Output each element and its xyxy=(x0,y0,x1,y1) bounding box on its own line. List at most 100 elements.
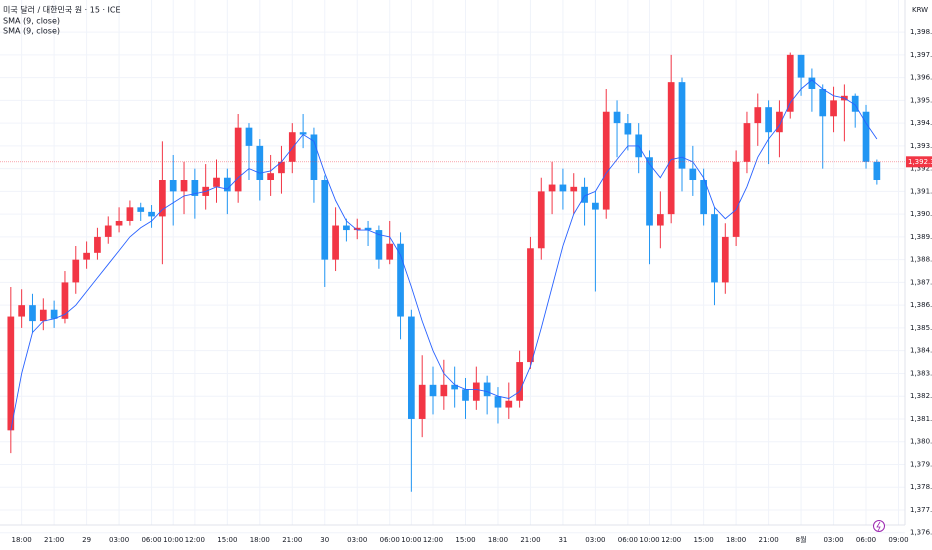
candle-body xyxy=(29,305,36,322)
x-tick-label: 09:00 xyxy=(888,536,908,544)
candle-body xyxy=(516,362,523,401)
candle-body xyxy=(440,384,448,397)
x-tick-label: 10:00 xyxy=(639,536,659,544)
y-tick-label: 1,385.00 xyxy=(910,324,932,332)
candle-body xyxy=(786,54,794,112)
x-tick-label: 06:00 xyxy=(856,536,876,544)
candle-body xyxy=(299,132,307,135)
x-tick-label: 18:00 xyxy=(250,536,270,544)
candle-body xyxy=(830,100,837,117)
candle-body xyxy=(743,123,751,162)
candle-body xyxy=(732,161,740,237)
x-tick-label: 12:00 xyxy=(661,536,681,544)
candle-body xyxy=(223,177,231,192)
candle-body xyxy=(711,214,718,283)
y-tick-label: 1,392.00 xyxy=(910,165,932,173)
y-tick-label: 1,376.00 xyxy=(910,529,932,537)
currency-label: KRW xyxy=(912,6,928,14)
candle-body xyxy=(234,127,242,192)
y-tick-label: 1,389.00 xyxy=(910,233,932,241)
candle-body xyxy=(321,180,329,260)
candle-body xyxy=(862,111,870,162)
event-icon[interactable] xyxy=(873,520,885,532)
x-tick-label: 18:00 xyxy=(488,536,508,544)
candle-body xyxy=(72,259,80,283)
candle-body xyxy=(656,214,664,226)
candle-body xyxy=(267,173,274,181)
candle-body xyxy=(483,382,491,397)
candle-body xyxy=(364,227,372,231)
x-tick-label: 15:00 xyxy=(455,536,475,544)
x-tick-label: 29 xyxy=(82,536,91,544)
candle-body xyxy=(94,236,101,253)
candle-body xyxy=(765,107,772,133)
x-tick-label: 30 xyxy=(320,536,329,544)
y-tick-label: 1,390.00 xyxy=(910,210,932,218)
candle-body xyxy=(418,384,426,419)
y-tick-label: 1,394.00 xyxy=(910,119,932,127)
candle-body xyxy=(721,236,729,283)
candle-body xyxy=(169,180,177,192)
candle-body xyxy=(797,54,805,78)
candle-body xyxy=(83,252,90,260)
candle-body xyxy=(159,180,166,217)
x-tick-label: 03:00 xyxy=(109,536,129,544)
y-tick-label: 1,386.00 xyxy=(910,301,932,309)
candle-body xyxy=(851,95,859,112)
x-tick-label: 15:00 xyxy=(217,536,237,544)
candle-body xyxy=(527,248,534,363)
candle-body xyxy=(7,316,15,431)
x-tick-label: 10:00 xyxy=(401,536,421,544)
y-tick-label: 1,397.00 xyxy=(910,51,932,59)
candle-body xyxy=(343,225,350,231)
x-tick-label: 31 xyxy=(558,536,567,544)
candle-body xyxy=(256,145,264,181)
y-tick-label: 1,382.00 xyxy=(910,392,932,400)
candle-body xyxy=(624,123,632,135)
indicator-label: SMA (9, close) xyxy=(3,17,60,26)
x-tick-label: 03:00 xyxy=(347,536,367,544)
candle-body xyxy=(592,202,599,210)
y-tick-label: 1,383.00 xyxy=(910,369,932,377)
x-tick-label: 15:00 xyxy=(694,536,714,544)
candle-body xyxy=(386,243,394,260)
candle-body xyxy=(353,227,361,231)
candle-body xyxy=(310,134,318,181)
y-tick-label: 1,393.00 xyxy=(910,142,932,150)
y-tick-label: 1,395.00 xyxy=(910,96,932,104)
candle-body xyxy=(148,211,155,217)
candle-body xyxy=(808,77,816,89)
candle-body xyxy=(494,396,502,408)
candle-body xyxy=(137,207,145,212)
candle-body xyxy=(646,157,653,226)
candle-body xyxy=(819,88,827,117)
candle-body xyxy=(776,111,783,133)
candle-body xyxy=(613,111,621,124)
candle-body xyxy=(115,220,123,226)
candle-body xyxy=(375,230,383,260)
y-tick-label: 1,380.00 xyxy=(910,438,932,446)
y-tick-label: 1,379.00 xyxy=(910,460,932,468)
candle-body xyxy=(39,309,47,322)
x-tick-label: 21:00 xyxy=(282,536,302,544)
candle-body xyxy=(451,384,459,390)
candle-body xyxy=(689,168,697,181)
x-tick-label: 06:00 xyxy=(141,536,161,544)
candle-body xyxy=(537,191,545,249)
x-tick-label: 18:00 xyxy=(12,536,32,544)
candle-body xyxy=(245,127,253,146)
y-tick-label: 1,398.00 xyxy=(910,28,932,36)
x-tick-label: 06:00 xyxy=(618,536,638,544)
candle-body xyxy=(873,161,881,181)
candle-body xyxy=(559,184,567,192)
candle-body xyxy=(288,132,296,162)
candle-body xyxy=(18,305,26,317)
candle-body xyxy=(104,225,112,237)
chart-title: 미국 달러 / 대한민국 원 · 15 · ICE xyxy=(3,5,121,15)
candle-body xyxy=(581,186,588,203)
price-label: 1,392.30 xyxy=(908,158,932,166)
candle-body xyxy=(667,82,675,215)
price-label-box xyxy=(906,156,932,168)
